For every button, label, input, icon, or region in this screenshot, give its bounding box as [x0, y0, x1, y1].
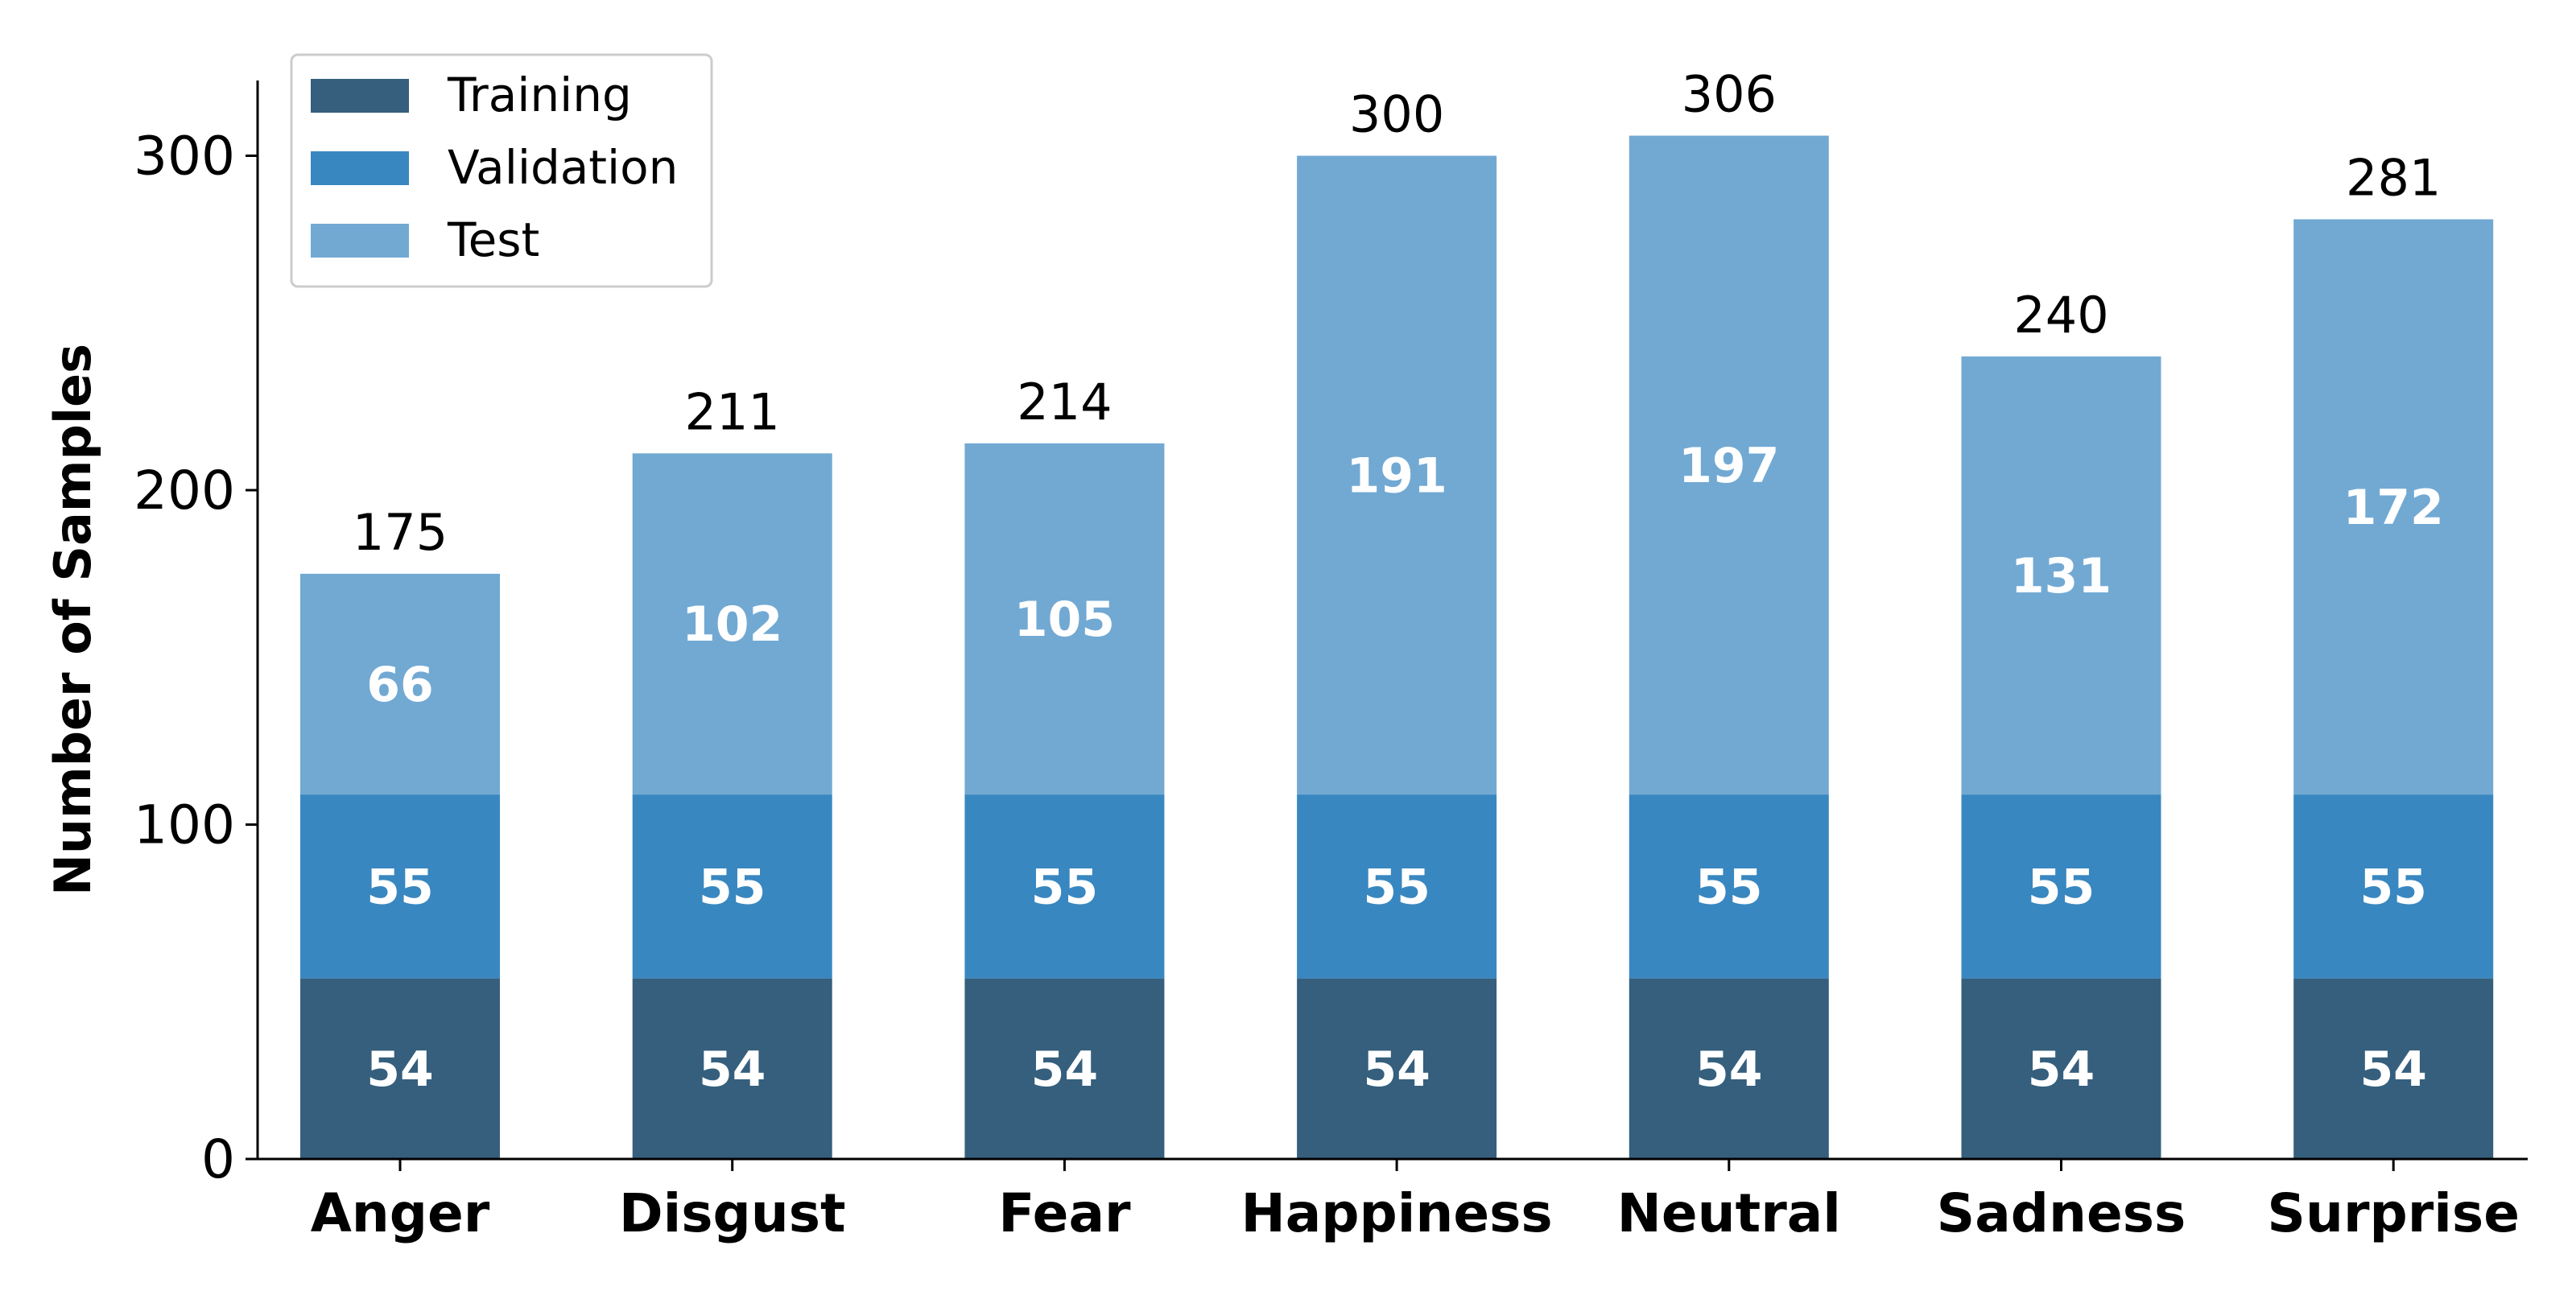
bar-segment-test-disgust — [632, 453, 832, 795]
x-tick-label: Neutral — [1617, 1182, 1841, 1244]
legend-swatch-test — [311, 224, 409, 258]
bar-segment-test-happiness — [1297, 155, 1497, 795]
bar-segment-validation-surprise — [2293, 794, 2494, 979]
bar-segment-test-neutral — [1629, 135, 1829, 795]
legend-label: Validation — [448, 140, 678, 195]
segment-label: 54 — [366, 1041, 434, 1098]
x-tick-label: Disgust — [619, 1182, 846, 1244]
legend-label: Test — [447, 212, 539, 267]
bar-segment-validation-disgust — [632, 794, 832, 979]
total-label: 281 — [2346, 148, 2441, 207]
segment-label: 54 — [2028, 1041, 2095, 1098]
legend-swatch-validation — [311, 151, 409, 185]
y-tick-label: 300 — [134, 126, 235, 188]
segment-label: 54 — [2359, 1041, 2427, 1098]
y-tick-label: 100 — [134, 794, 235, 856]
segment-label: 105 — [1014, 592, 1115, 648]
total-label: 175 — [353, 503, 448, 562]
bar-segment-training-fear — [964, 978, 1165, 1159]
segment-label: 54 — [1695, 1041, 1763, 1098]
bar-segment-validation-sadness — [1961, 794, 2161, 979]
total-label: 300 — [1349, 85, 1444, 144]
x-tick-label: Surprise — [2267, 1182, 2520, 1244]
bar-segment-training-sadness — [1961, 978, 2161, 1159]
total-label: 240 — [2013, 286, 2108, 344]
segment-label: 54 — [1031, 1041, 1099, 1098]
y-axis-label: Number of Samples — [43, 344, 102, 896]
segment-label: 55 — [1695, 859, 1763, 915]
total-label: 306 — [1682, 65, 1777, 124]
bar-segment-test-fear — [964, 443, 1165, 795]
bar-segment-validation-happiness — [1297, 794, 1497, 979]
total-label: 214 — [1017, 373, 1112, 431]
bar-segment-test-surprise — [2293, 219, 2494, 795]
bar-segment-training-happiness — [1297, 978, 1497, 1159]
segment-label: 55 — [699, 859, 766, 915]
x-tick-label: Fear — [998, 1182, 1131, 1244]
x-tick-label: Anger — [311, 1182, 490, 1244]
bar-segment-training-neutral — [1629, 978, 1829, 1159]
bar-segment-test-sadness — [1961, 356, 2161, 795]
bar-segment-test-anger — [300, 573, 500, 795]
segment-label: 191 — [1346, 448, 1447, 504]
segment-label: 55 — [1031, 859, 1099, 915]
segment-label: 55 — [366, 859, 434, 915]
segment-label: 197 — [1678, 438, 1779, 494]
segment-label: 54 — [1363, 1041, 1430, 1098]
segment-label: 131 — [2011, 548, 2112, 604]
bar-segment-validation-anger — [300, 794, 500, 979]
legend-label: Training — [447, 68, 632, 122]
legend-swatch-training — [311, 79, 409, 113]
y-tick-label: 200 — [134, 460, 235, 522]
x-tick-label: Sadness — [1937, 1182, 2186, 1244]
total-label: 211 — [685, 382, 780, 441]
segment-label: 54 — [699, 1041, 766, 1098]
bar-segment-training-surprise — [2293, 978, 2494, 1159]
bar-segment-training-anger — [300, 978, 500, 1159]
segment-label: 66 — [366, 657, 434, 713]
segment-label: 102 — [682, 596, 782, 653]
bar-segment-training-disgust — [632, 978, 832, 1159]
segment-label: 172 — [2343, 480, 2444, 536]
x-tick-label: Happiness — [1241, 1182, 1552, 1244]
segment-label: 55 — [1363, 859, 1430, 915]
segment-label: 55 — [2028, 859, 2095, 915]
segment-label: 55 — [2359, 859, 2427, 915]
bar-segment-validation-fear — [964, 794, 1165, 979]
bar-segment-validation-neutral — [1629, 794, 1829, 979]
y-tick-label: 0 — [201, 1128, 235, 1190]
